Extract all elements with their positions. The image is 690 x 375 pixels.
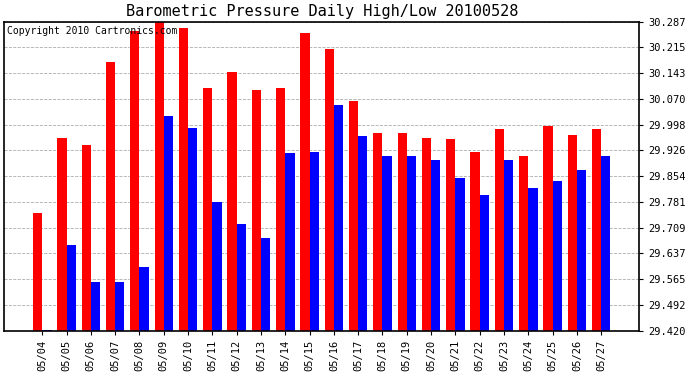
Bar <box>480 195 489 330</box>
Title: Barometric Pressure Daily High/Low 20100528: Barometric Pressure Daily High/Low 20100… <box>126 4 518 19</box>
Bar <box>139 267 149 330</box>
Bar <box>471 153 480 330</box>
Bar <box>334 105 343 330</box>
Bar <box>373 133 382 330</box>
Bar <box>519 156 529 330</box>
Bar <box>33 213 42 330</box>
Bar <box>407 156 416 330</box>
Bar <box>495 129 504 330</box>
Bar <box>325 49 334 330</box>
Bar <box>382 156 392 330</box>
Bar <box>543 126 553 330</box>
Bar <box>106 62 115 330</box>
Bar <box>446 139 455 330</box>
Bar <box>431 160 440 330</box>
Bar <box>358 136 367 330</box>
Bar <box>81 146 91 330</box>
Bar <box>155 22 164 330</box>
Bar <box>252 90 261 330</box>
Bar <box>300 33 310 330</box>
Bar <box>164 116 173 330</box>
Bar <box>310 153 319 330</box>
Bar <box>349 101 358 330</box>
Bar <box>504 160 513 330</box>
Bar <box>422 138 431 330</box>
Bar <box>276 88 285 330</box>
Bar <box>66 245 76 330</box>
Bar <box>529 188 538 330</box>
Bar <box>188 128 197 330</box>
Bar <box>285 153 295 330</box>
Bar <box>91 282 100 330</box>
Bar <box>397 133 407 330</box>
Text: Copyright 2010 Cartronics.com: Copyright 2010 Cartronics.com <box>8 26 178 36</box>
Bar <box>130 32 139 330</box>
Bar <box>237 224 246 330</box>
Bar <box>228 72 237 330</box>
Bar <box>115 282 124 330</box>
Bar <box>57 138 66 330</box>
Bar <box>261 238 270 330</box>
Bar <box>553 181 562 330</box>
Bar <box>455 178 464 330</box>
Bar <box>601 156 611 330</box>
Bar <box>179 28 188 330</box>
Bar <box>592 129 601 330</box>
Bar <box>577 170 586 330</box>
Bar <box>203 88 213 330</box>
Bar <box>568 135 577 330</box>
Bar <box>213 202 221 330</box>
